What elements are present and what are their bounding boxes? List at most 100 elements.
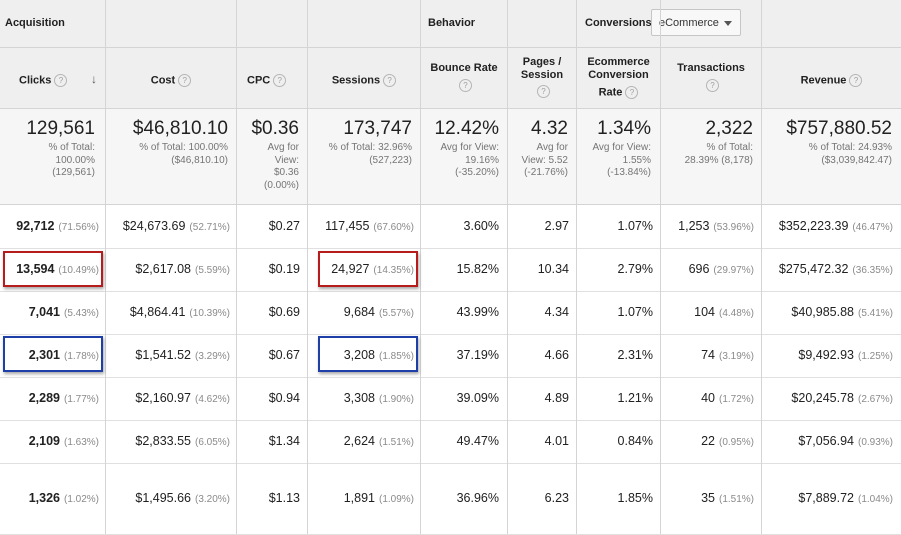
total-transactions-value: 2,322 bbox=[705, 118, 753, 139]
help-icon[interactable]: ? bbox=[459, 79, 472, 92]
cell-cost-percent: (6.05%) bbox=[194, 436, 230, 448]
cell-transactions-percent: (53.96%) bbox=[713, 221, 754, 233]
cell-bounce: 3.60% bbox=[421, 219, 499, 233]
help-icon[interactable]: ? bbox=[178, 74, 192, 87]
cell-cost-percent: (4.62%) bbox=[194, 393, 230, 405]
total-note: Avg for View: bbox=[592, 142, 651, 153]
column-ecr-label-3: Rate bbox=[598, 86, 623, 99]
cell-transactions: 74 (3.19%) bbox=[661, 348, 754, 362]
cell-bounce-value: 37.19% bbox=[456, 347, 499, 362]
total-note: % of Total: 100.00% bbox=[139, 142, 228, 153]
cell-bounce: 15.82% bbox=[421, 262, 499, 276]
cell-pages-value: 6.23 bbox=[544, 490, 569, 505]
total-note: (-21.76%) bbox=[524, 167, 568, 178]
row-divider bbox=[0, 334, 901, 335]
cell-cost: $24,673.69 (52.71%) bbox=[106, 219, 230, 233]
total-sessions: 173,747 % of Total: 32.96% (527,223) bbox=[308, 118, 412, 167]
cell-sessions: 3,208 (1.85%) bbox=[308, 348, 414, 362]
cell-cpc: $0.67 bbox=[237, 348, 300, 362]
group-conversions: Conversions bbox=[585, 17, 652, 29]
column-transactions[interactable]: Transactions ? bbox=[661, 62, 761, 92]
cell-cpc: $0.69 bbox=[237, 305, 300, 319]
total-note: 1.55% bbox=[622, 154, 651, 166]
help-icon[interactable]: ? bbox=[383, 74, 397, 87]
cell-bounce: 43.99% bbox=[421, 305, 499, 319]
cell-sessions: 2,624 (1.51%) bbox=[308, 434, 414, 448]
help-icon[interactable]: ? bbox=[849, 74, 863, 87]
total-note: (-35.20%) bbox=[455, 167, 499, 178]
cell-ecr-value: 2.31% bbox=[617, 347, 653, 362]
cell-revenue-percent: (2.67%) bbox=[857, 393, 893, 405]
total-note: View: bbox=[274, 154, 299, 166]
cell-revenue: $40,985.88 (5.41%) bbox=[762, 305, 893, 319]
column-sessions[interactable]: Sessions? bbox=[308, 74, 420, 87]
total-note: ($46,810.10) bbox=[171, 154, 228, 166]
sort-descending-icon[interactable]: ↓ bbox=[91, 72, 97, 86]
column-ecommerce-conversion-rate[interactable]: Ecommerce Conversion Rate? bbox=[577, 56, 660, 99]
cell-pages-value: 4.89 bbox=[544, 390, 569, 405]
column-divider bbox=[307, 0, 308, 534]
help-icon[interactable]: ? bbox=[625, 86, 639, 99]
total-note: % of Total: bbox=[706, 142, 753, 153]
column-cost[interactable]: Cost? bbox=[106, 74, 236, 87]
cell-cost-percent: (3.29%) bbox=[194, 350, 230, 362]
help-icon[interactable]: ? bbox=[273, 74, 287, 87]
cell-cpc: $0.94 bbox=[237, 391, 300, 405]
cell-cost: $2,160.97 (4.62%) bbox=[106, 391, 230, 405]
cell-revenue-value: $352,223.39 bbox=[778, 218, 849, 233]
cell-sessions-percent: (5.57%) bbox=[378, 307, 414, 319]
cell-sessions-percent: (1.85%) bbox=[378, 350, 414, 362]
cell-sessions-value: 9,684 bbox=[343, 304, 375, 319]
cell-transactions-value: 1,253 bbox=[678, 218, 710, 233]
total-note: Avg for bbox=[267, 142, 300, 153]
conversion-type-select[interactable]: eCommerce bbox=[651, 9, 741, 36]
column-pages-per-session[interactable]: Pages / Session ? bbox=[508, 56, 576, 98]
cell-cpc-value: $1.13 bbox=[268, 490, 300, 505]
total-note: 19.16% bbox=[465, 154, 499, 166]
column-pages-label-1: Pages / bbox=[522, 56, 562, 68]
cell-ecr: 0.84% bbox=[577, 434, 653, 448]
cell-ecr: 2.79% bbox=[577, 262, 653, 276]
total-note: % of Total: 24.93% bbox=[808, 142, 892, 153]
cell-transactions-value: 40 bbox=[701, 390, 715, 405]
group-acquisition: Acquisition bbox=[5, 17, 65, 29]
help-icon[interactable]: ? bbox=[706, 79, 719, 92]
cell-pages: 4.89 bbox=[508, 391, 569, 405]
cell-revenue-value: $20,245.78 bbox=[791, 390, 854, 405]
totals-row bbox=[0, 109, 901, 205]
column-revenue[interactable]: Revenue? bbox=[762, 74, 901, 87]
cell-sessions-percent: (1.51%) bbox=[378, 436, 414, 448]
cell-ecr-value: 1.07% bbox=[617, 304, 653, 319]
total-transactions: 2,322 % of Total: 28.39% (8,178) bbox=[661, 118, 753, 167]
cell-cost-value: $2,833.55 bbox=[135, 433, 191, 448]
cell-clicks-percent: (10.49%) bbox=[58, 264, 99, 276]
cell-cost-value: $24,673.69 bbox=[122, 218, 186, 233]
group-behavior: Behavior bbox=[428, 17, 476, 29]
cell-revenue-percent: (1.04%) bbox=[857, 493, 893, 505]
column-cpc[interactable]: CPC? bbox=[237, 74, 307, 87]
cell-transactions-value: 22 bbox=[701, 433, 715, 448]
cell-cost-percent: (52.71%) bbox=[189, 221, 230, 233]
total-note: Avg for View: bbox=[440, 142, 499, 153]
cell-sessions-value: 117,455 bbox=[325, 218, 370, 233]
total-clicks: 129,561 % of Total: 100.00% (129,561) bbox=[0, 118, 95, 180]
cell-revenue-value: $9,492.93 bbox=[798, 347, 854, 362]
total-note: 100.00% bbox=[55, 154, 95, 166]
help-icon[interactable]: ? bbox=[537, 85, 550, 98]
cell-clicks-value: 2,289 bbox=[28, 390, 60, 405]
cell-sessions: 117,455 (67.60%) bbox=[308, 219, 414, 233]
total-revenue-value: $757,880.52 bbox=[786, 118, 892, 139]
total-note: (0.00%) bbox=[263, 179, 299, 191]
cell-ecr-value: 1.07% bbox=[617, 218, 653, 233]
cell-pages: 2.97 bbox=[508, 219, 569, 233]
cell-clicks-percent: (1.77%) bbox=[63, 393, 99, 405]
column-clicks[interactable]: Clicks? bbox=[5, 74, 85, 87]
cell-transactions-percent: (4.48%) bbox=[718, 307, 754, 319]
cell-cpc-value: $0.27 bbox=[268, 218, 300, 233]
column-divider bbox=[576, 0, 577, 534]
column-bounce-rate[interactable]: Bounce Rate ? bbox=[421, 62, 507, 92]
cell-cpc-value: $0.67 bbox=[268, 347, 300, 362]
cell-bounce-value: 3.60% bbox=[463, 218, 499, 233]
cell-revenue: $20,245.78 (2.67%) bbox=[762, 391, 893, 405]
help-icon[interactable]: ? bbox=[54, 74, 68, 87]
